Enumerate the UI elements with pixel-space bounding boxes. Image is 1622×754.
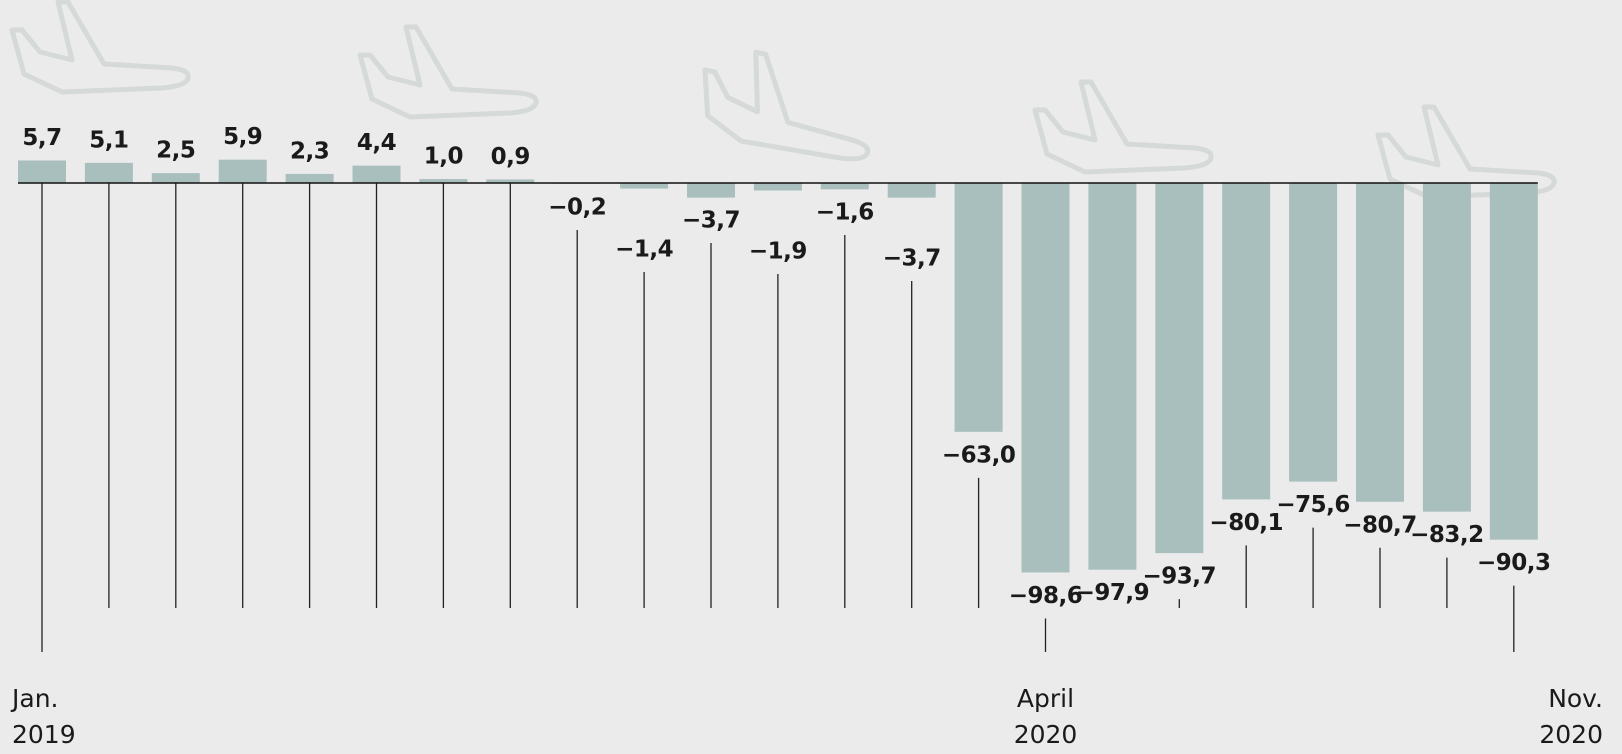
chart: 5,7 Jan.2019 5,1 2,5 5,9 2,3 4,4 1,0 0,9 −0,2 −1,4… — [0, 0, 1622, 754]
value-label: −83,2 — [1410, 522, 1484, 548]
x-tick-label: Jan.2019 — [10, 684, 76, 749]
bar — [152, 173, 200, 183]
value-label: −63,0 — [942, 442, 1016, 468]
value-label: −1,6 — [816, 200, 874, 226]
value-label: −80,7 — [1343, 512, 1417, 538]
x-tick-label: Nov.2020 — [1539, 684, 1603, 749]
value-label: 2,5 — [156, 138, 195, 164]
value-label: −1,9 — [749, 239, 807, 265]
bar — [687, 183, 735, 198]
value-label: −93,7 — [1143, 564, 1217, 590]
bar — [1022, 183, 1070, 572]
bar — [955, 183, 1003, 432]
bar — [888, 183, 936, 198]
value-label: −97,9 — [1076, 580, 1150, 606]
value-label: −90,3 — [1477, 550, 1551, 576]
plane-icon — [12, 2, 188, 92]
value-label: −1,4 — [615, 237, 673, 263]
bar — [1155, 183, 1203, 553]
value-label: 5,7 — [22, 125, 61, 151]
bar — [286, 174, 334, 183]
value-label: −3,7 — [883, 246, 941, 272]
value-label: 4,4 — [357, 130, 396, 156]
bar — [18, 160, 66, 183]
bar — [85, 163, 133, 183]
bar — [1222, 183, 1270, 499]
value-label: 2,3 — [290, 138, 329, 164]
bar — [1289, 183, 1337, 482]
bar — [1088, 183, 1136, 570]
value-label: −80,1 — [1209, 510, 1283, 536]
bar — [1423, 183, 1471, 512]
bar — [219, 160, 267, 183]
bar — [353, 166, 401, 183]
plane-icon — [692, 43, 883, 168]
bar — [1490, 183, 1538, 540]
bar — [620, 183, 668, 189]
value-label: 5,9 — [223, 124, 262, 150]
plane-icon — [360, 27, 536, 117]
value-label: −75,6 — [1276, 492, 1350, 518]
bar — [821, 183, 869, 189]
value-label: −0,2 — [548, 195, 606, 221]
value-label: 5,1 — [89, 127, 128, 153]
value-label: 1,0 — [424, 144, 463, 170]
value-label: 0,9 — [491, 144, 530, 170]
value-label: −98,6 — [1009, 583, 1083, 609]
bar — [1356, 183, 1404, 502]
bar — [754, 183, 802, 191]
value-label: −3,7 — [682, 208, 740, 234]
plane-icon — [1035, 82, 1211, 172]
